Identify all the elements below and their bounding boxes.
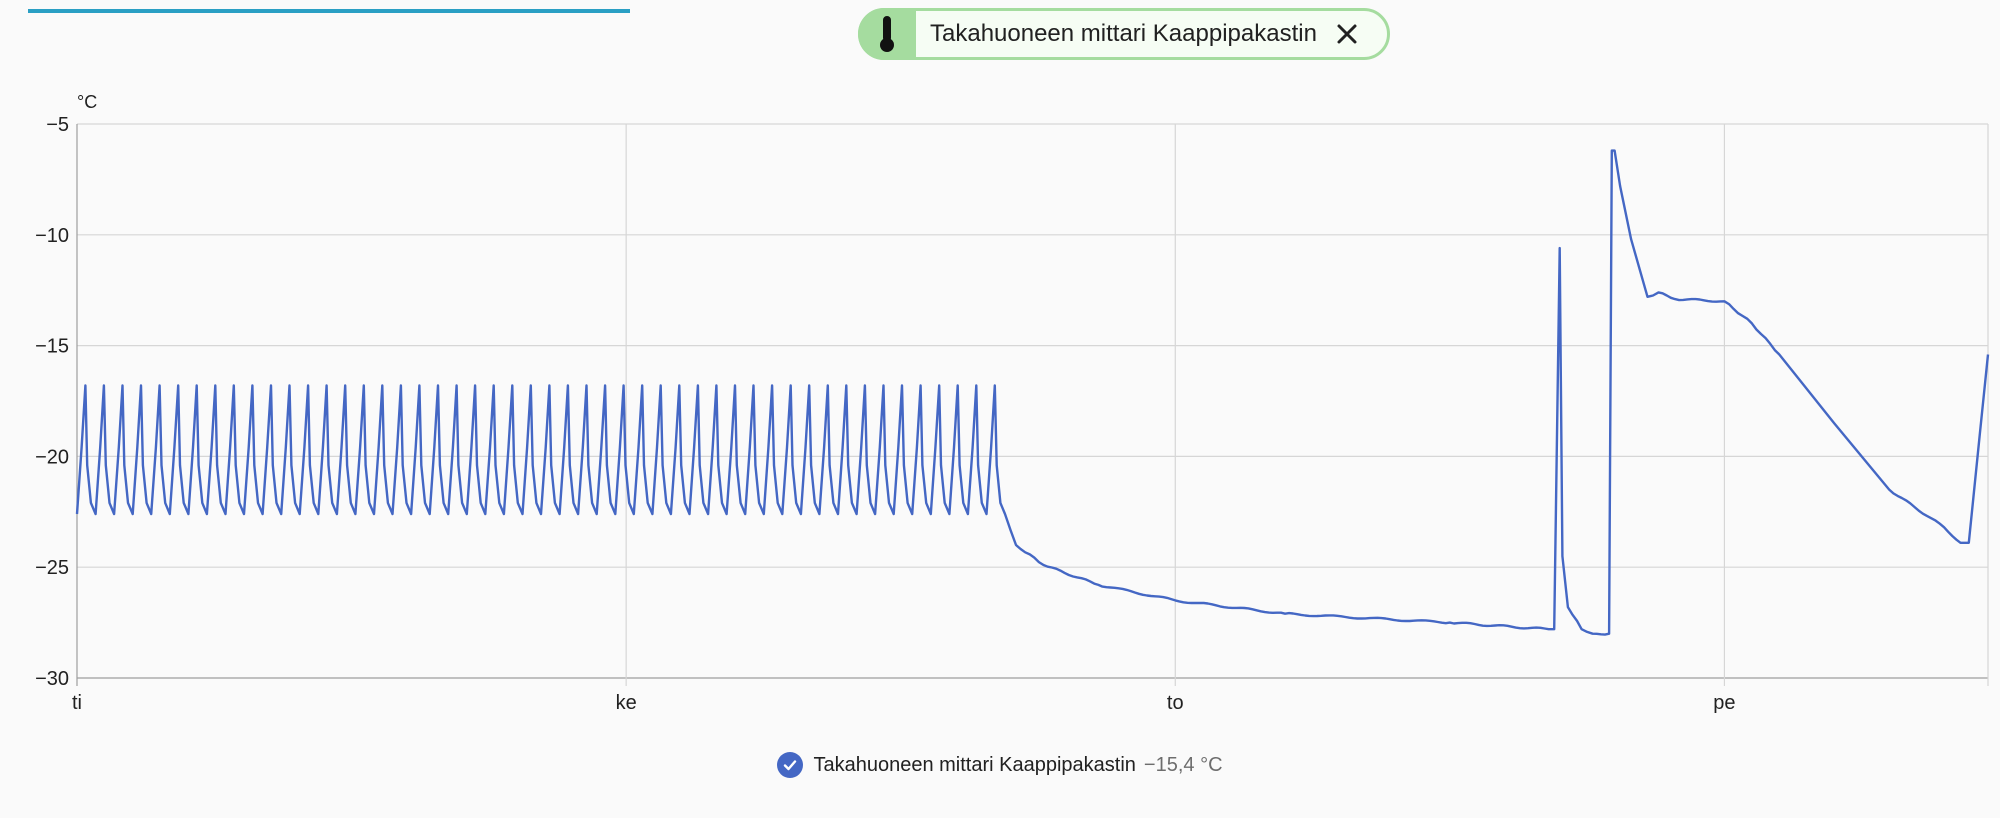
entity-chip[interactable]: Takahuoneen mittari Kaappipakastin bbox=[858, 8, 1390, 60]
legend-current-value: −15,4 °C bbox=[1143, 753, 1223, 776]
chart-grid bbox=[76, 123, 1989, 686]
y-tick-label: −5 bbox=[46, 114, 69, 136]
legend: Takahuoneen mittari Kaappipakastin −15,4… bbox=[0, 752, 2000, 778]
x-tick-labels: ti ke to pe bbox=[72, 692, 1736, 714]
y-tick-label: −20 bbox=[35, 446, 69, 468]
y-tick-label: −15 bbox=[35, 336, 69, 358]
y-tick-label: −25 bbox=[35, 557, 69, 579]
x-tick-label: ke bbox=[616, 692, 637, 714]
y-tick-label: −10 bbox=[35, 225, 69, 247]
checkbox-checked-icon[interactable] bbox=[777, 752, 804, 778]
y-tick-label: −30 bbox=[35, 668, 69, 690]
chip-label: Takahuoneen mittari Kaappipakastin bbox=[930, 20, 1317, 47]
history-chart: °C −5 −10 −15 −20 −25 −30 ti ke to pe bbox=[35, 92, 1990, 714]
tab-active-indicator bbox=[28, 9, 630, 13]
series-line bbox=[75, 149, 1990, 636]
thermometer-icon bbox=[858, 8, 916, 60]
x-tick-label: to bbox=[1167, 692, 1184, 714]
x-tick-label: ti bbox=[72, 692, 82, 714]
x-tick-label: pe bbox=[1713, 692, 1735, 714]
y-axis-label: °C bbox=[77, 92, 97, 112]
legend-series-name: Takahuoneen mittari Kaappipakastin bbox=[813, 753, 1136, 776]
close-icon[interactable] bbox=[1331, 18, 1363, 50]
y-tick-labels: −5 −10 −15 −20 −25 −30 bbox=[35, 114, 69, 690]
